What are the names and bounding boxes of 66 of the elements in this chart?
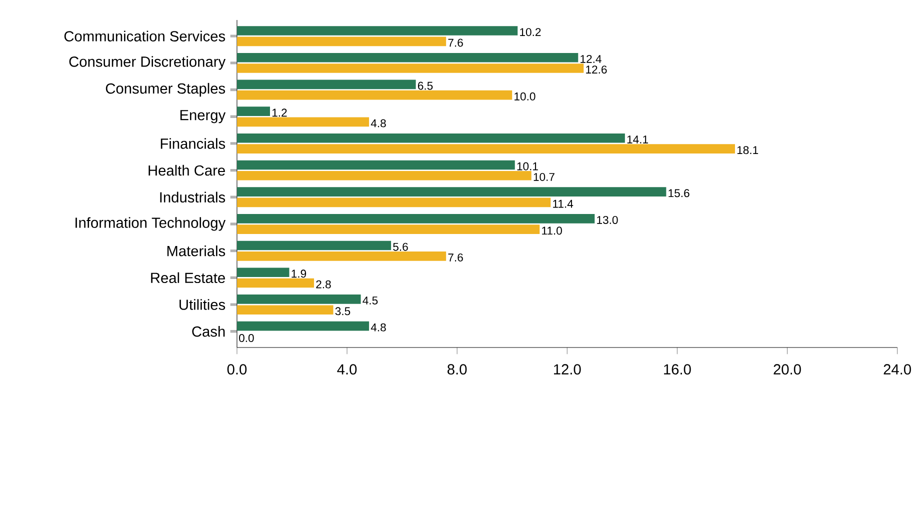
bar [236,294,361,304]
data-label: 10.7 [534,173,554,182]
data-label: 10.1 [517,162,538,170]
data-label: 7.6 [448,254,463,262]
data-label: 6.5 [418,82,433,90]
bar [236,252,446,261]
bar [236,214,595,224]
bar [236,198,551,208]
bar [236,278,314,288]
data-label: 12.6 [586,66,607,74]
data-label: 1.2 [272,108,287,117]
data-label: 15.6 [668,189,690,198]
data-label: 10.0 [514,92,536,100]
bar [236,321,370,331]
x-tick-label: 0.0 [227,364,247,375]
bar [236,144,735,154]
data-label: 0.0 [239,334,254,342]
data-label: 13.0 [597,216,618,224]
x-tick-label: 16.0 [664,364,691,375]
data-label: 10.2 [520,28,541,36]
data-label: 5.6 [393,242,408,251]
bar [236,160,515,170]
x-tick-label: 12.0 [554,364,581,375]
bar [236,117,370,127]
bar [236,134,625,143]
bar [236,64,584,73]
x-tick-label: 4.0 [337,364,357,375]
y-tick-label: Materials [167,246,226,256]
data-label: 18.1 [737,146,758,154]
bar [236,171,532,180]
y-tick-label: Consumer Discretionary [69,56,226,70]
data-label: 4.8 [370,323,386,332]
bar [236,305,334,315]
x-tick-label: 8.0 [448,364,467,375]
data-label: 11.4 [553,200,574,208]
bar [236,36,446,46]
bar [236,90,512,100]
y-tick-label: Information Technology [76,217,226,231]
y-tick-label: Consumer Staples [106,83,226,97]
bar [236,187,666,197]
y-tick-label: Communication Services [64,30,226,42]
y-tick-label: Health Care [148,164,225,176]
x-tick-label: 24.0 [884,364,911,375]
bar [236,268,290,278]
y-tick-label: Industrials [160,192,226,203]
x-tick-label: 20.0 [774,364,801,375]
bar [236,26,518,36]
y-tick-label: Cash [192,326,225,337]
y-tick-label: Utilities [180,299,226,310]
data-label: 3.5 [335,307,350,316]
y-tick-label: Financials [160,138,226,149]
data-label: 4.8 [370,119,386,128]
bar [236,80,416,90]
data-label: 1.9 [292,270,306,278]
data-label: 4.5 [362,296,378,305]
y-tick-label: Real Estate [151,272,225,284]
data-label: 2.8 [316,280,331,288]
data-label: 12.4 [580,55,602,63]
bar [236,53,578,62]
data-label: 14.1 [627,136,648,144]
data-label: 7.6 [448,38,463,47]
bar [236,240,392,250]
data-label: 11.0 [542,226,562,235]
bar [236,106,270,116]
bar [236,224,540,234]
y-tick-label: Energy [180,110,226,124]
